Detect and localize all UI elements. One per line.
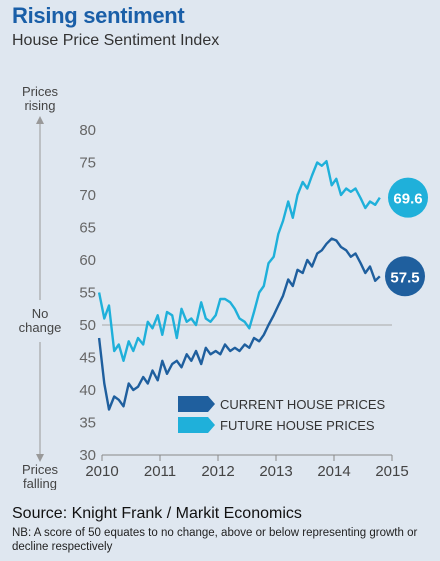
- x-tick-label: 2012: [201, 463, 234, 480]
- y-tick-label: 30: [79, 447, 96, 464]
- footnote: NB: A score of 50 equates to no change, …: [12, 527, 418, 553]
- legend-swatch: [178, 396, 215, 412]
- y-tick-label: 60: [79, 252, 96, 269]
- series-line-future: [97, 159, 381, 362]
- side-label-top-2: rising: [24, 98, 55, 113]
- legend: CURRENT HOUSE PRICES FUTURE HOUSE PRICES: [178, 396, 386, 433]
- chart-title: Rising sentiment: [12, 3, 185, 28]
- x-tick-label: 2014: [317, 463, 350, 480]
- side-label-mid-1: No: [32, 306, 49, 321]
- line-chart: 30 35 40 45 50 55 60 65 70 75 80 2010 2011 2012 2013 20…: [19, 84, 428, 490]
- x-tick-label: 2011: [144, 463, 176, 480]
- series-group: 57.5 69.6: [97, 159, 428, 411]
- x-tick-label: 2013: [259, 463, 292, 480]
- up-arrow-icon: [36, 116, 44, 124]
- y-tick-label: 50: [79, 317, 96, 334]
- series-line-current: [97, 237, 381, 411]
- end-value-badge: [385, 256, 425, 297]
- y-tick-label: 35: [79, 415, 96, 432]
- source-text: Source: Knight Frank / Markit Economics: [12, 505, 302, 522]
- legend-swatch: [178, 417, 215, 433]
- x-tick-label: 2010: [85, 463, 118, 480]
- end-value-label: 69.6: [393, 191, 422, 208]
- legend-label: FUTURE HOUSE PRICES: [220, 418, 375, 433]
- y-tick-label: 45: [79, 350, 96, 367]
- x-tick-label: 2015: [375, 463, 408, 480]
- side-label-bottom-2: falling: [23, 476, 57, 490]
- side-label-top-1: Prices: [22, 84, 59, 99]
- end-value-label: 57.5: [390, 269, 419, 286]
- y-tick-label: 80: [79, 122, 96, 139]
- y-tick-label: 40: [79, 382, 96, 399]
- down-arrow-icon: [36, 454, 44, 462]
- chart-subtitle: House Price Sentiment Index: [12, 32, 220, 49]
- y-tick-label: 75: [79, 155, 96, 172]
- axes: 30 35 40 45 50 55 60 65 70 75 80 2010 2011 2012 2013 20…: [79, 122, 408, 480]
- y-tick-label: 70: [79, 187, 96, 204]
- side-label-mid-2: change: [19, 320, 62, 335]
- legend-label: CURRENT HOUSE PRICES: [220, 397, 386, 412]
- y-tick-label: 65: [79, 220, 96, 237]
- y-tick-label: 55: [79, 285, 96, 302]
- end-value-badge: [388, 177, 428, 218]
- side-label-bottom-1: Prices: [22, 462, 59, 477]
